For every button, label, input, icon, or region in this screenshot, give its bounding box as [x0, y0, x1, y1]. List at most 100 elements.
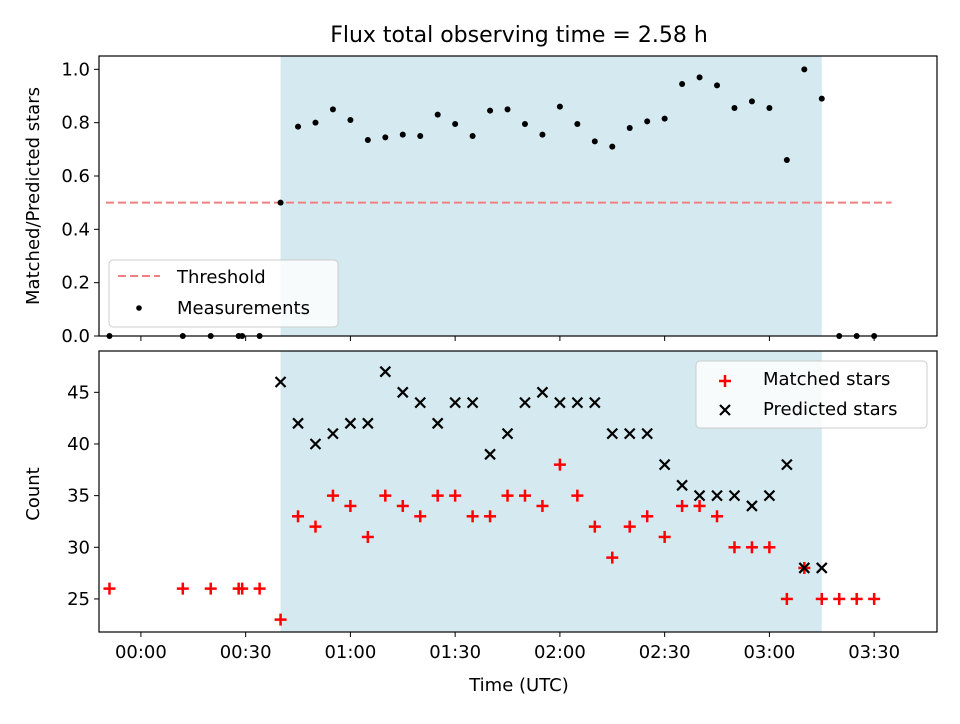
matched-star-point [850, 592, 863, 605]
predicted-star-point [589, 396, 601, 409]
predicted-star-point [623, 427, 636, 440]
ytick-label: 35 [67, 486, 90, 507]
count-axes-frame [98, 350, 938, 633]
predicted-star-point [414, 396, 427, 409]
measurement-point [556, 103, 563, 110]
matched-star-point [606, 551, 619, 564]
predicted-star-point [362, 417, 374, 430]
predicted-star-point [676, 479, 688, 492]
measurement-point [818, 95, 825, 102]
measurement-point [504, 106, 511, 113]
predicted-star-point [449, 396, 461, 409]
predicted-star-point [396, 386, 409, 399]
predicted-star-point [501, 427, 514, 440]
matched-star-point [763, 541, 776, 554]
predicted-star-point [519, 396, 531, 409]
matched-star-point [623, 520, 636, 533]
measurement-point [521, 121, 528, 127]
predicted-star-point [641, 427, 653, 440]
measurement-point [487, 107, 494, 114]
predicted-star-point [309, 438, 322, 450]
xtick-label: 02:00 [534, 642, 586, 663]
matched-star-point [676, 499, 689, 512]
matched-star-point [501, 489, 514, 502]
matched-star-point [571, 489, 584, 502]
measurement-point [277, 199, 284, 206]
count-xlabel: Time (UTC) [468, 675, 569, 696]
ytick-label: 0.0 [61, 326, 90, 347]
xtick-label: 03:30 [848, 642, 900, 663]
measurement-point [364, 137, 371, 143]
ytick-label: 0.2 [61, 273, 90, 294]
legend-predicted-swatch [719, 404, 731, 416]
predicted-star-point [693, 489, 706, 502]
matched-star-point [176, 582, 189, 595]
xtick-label: 02:30 [639, 642, 691, 663]
matched-star-point [728, 541, 741, 554]
matched-star-point [274, 613, 287, 626]
ytick-label: 40 [67, 434, 90, 455]
measurement-point [434, 111, 441, 118]
measurement-point [574, 121, 581, 127]
legend-matched-swatch [719, 375, 731, 387]
legend-threshold-label: Threshold [176, 267, 266, 288]
ratio-axes-frame [98, 55, 938, 337]
measurement-point [347, 117, 354, 123]
predicted-star-point [571, 396, 584, 409]
predicted-star-point [711, 489, 723, 502]
matched-star-point [414, 510, 427, 523]
matched-star-point [868, 592, 881, 605]
measurement-point [417, 133, 424, 139]
matched-star-point [484, 510, 497, 523]
ratio-legend: Threshold Measurements [108, 259, 339, 328]
matched-star-point [780, 592, 793, 605]
xtick-label: 00:00 [115, 642, 167, 663]
measurement-point [312, 119, 319, 126]
xtick-label: 03:00 [743, 642, 795, 663]
ytick-label: 0.6 [61, 166, 90, 187]
matched-star-point [711, 510, 724, 523]
matched-star-point [379, 489, 392, 502]
predicted-star-point [274, 376, 287, 388]
matched-star-point [253, 582, 266, 595]
predicted-star-point [554, 396, 566, 409]
measurement-point [452, 121, 459, 127]
measurement-point [714, 82, 721, 89]
matched-star-point [103, 582, 116, 595]
matched-star-point [344, 499, 357, 512]
predicted-star-point [344, 417, 357, 430]
predicted-star-point [431, 417, 444, 430]
predicted-star-point [763, 489, 776, 502]
predicted-star-point [484, 448, 496, 461]
ytick-label: 45 [67, 382, 90, 403]
matched-star-point [536, 499, 549, 512]
predicted-star-point [728, 489, 741, 502]
count-ylabel: Count [23, 467, 44, 520]
measurement-point [731, 105, 738, 111]
ytick-label: 1.0 [61, 59, 90, 80]
measurement-point [783, 157, 790, 163]
measurement-point [539, 131, 546, 138]
predicted-star-point [658, 458, 671, 471]
measurement-point [696, 74, 703, 81]
predicted-star-point [379, 365, 392, 378]
matched-star-point [815, 592, 828, 605]
matched-star-point [292, 510, 305, 523]
measurement-point [609, 143, 616, 150]
matched-star-point [466, 510, 479, 523]
matched-star-point [833, 592, 846, 605]
matched-star-point [588, 520, 601, 533]
matched-star-point [449, 489, 462, 502]
measurement-point [591, 138, 598, 145]
predicted-star-point [746, 500, 758, 512]
ratio-ylabel: Matched/Predicted stars [23, 87, 44, 305]
measurement-point [766, 105, 773, 111]
xtick-label: 01:00 [324, 642, 376, 663]
matched-star-point [745, 541, 758, 554]
legend-measurements-label: Measurements [177, 298, 310, 319]
measurement-point [661, 115, 668, 122]
predicted-star-point [606, 427, 619, 440]
predicted-star-point [781, 458, 793, 471]
predicted-star-point [292, 417, 304, 430]
measurement-point [399, 131, 406, 138]
